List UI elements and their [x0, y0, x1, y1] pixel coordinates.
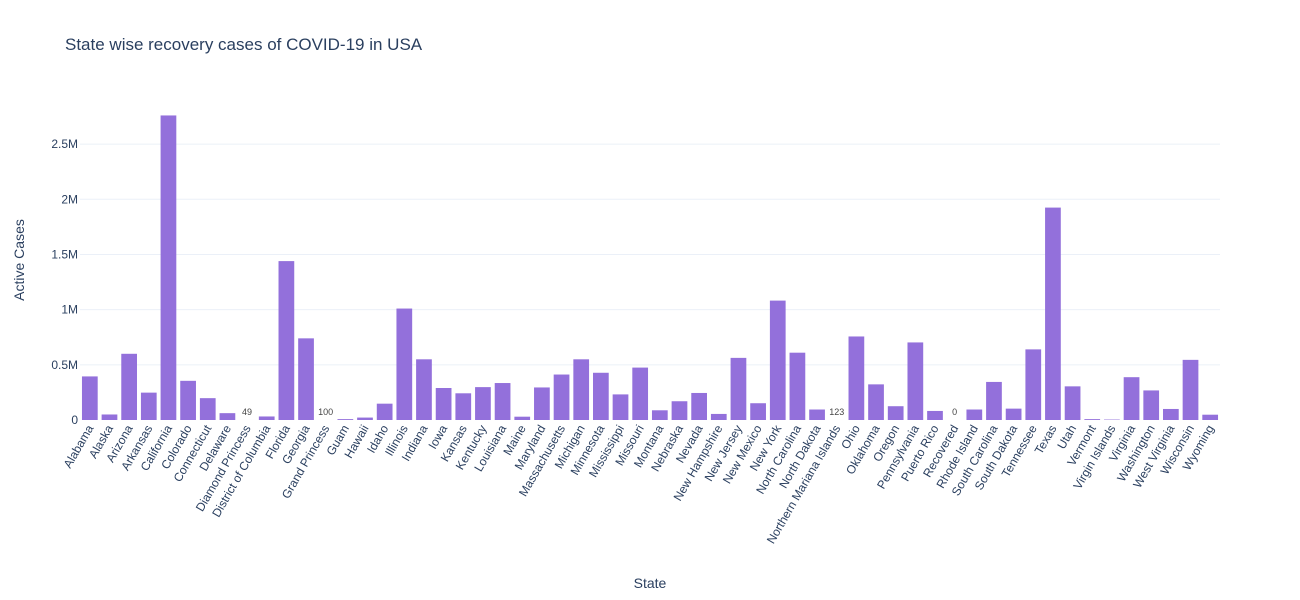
bar: [396, 308, 413, 420]
bar: [887, 406, 904, 420]
bar: [710, 413, 727, 420]
bar: [376, 403, 393, 420]
y-tick-label: 0.5M: [51, 358, 78, 372]
bar: [691, 392, 707, 420]
bar: [494, 383, 511, 420]
bar: [986, 381, 1002, 420]
bar: [1064, 386, 1081, 420]
bar: [848, 336, 865, 420]
bar: [298, 338, 314, 420]
bar: [258, 416, 275, 420]
bars: [81, 115, 1219, 420]
bar: [612, 394, 629, 420]
bar: [101, 414, 118, 420]
bar-data-label: 123: [829, 407, 844, 417]
bar: [927, 410, 943, 420]
y-tick-label: 1.5M: [51, 247, 78, 261]
bar-data-label: 0: [952, 407, 957, 417]
bar: [1045, 207, 1061, 420]
bar: [160, 115, 177, 420]
bar: [769, 300, 786, 420]
bar-data-label: 100: [318, 407, 333, 417]
y-tick-label: 2.5M: [51, 137, 78, 151]
bar: [651, 410, 668, 420]
y-tick-label: 2M: [61, 192, 78, 206]
bar: [121, 353, 137, 420]
bar-data-labels: 49 100 123 0: [242, 407, 957, 417]
bar: [1005, 408, 1022, 420]
bar: [337, 419, 354, 420]
bar: [573, 359, 590, 420]
bar: [357, 417, 373, 420]
bar: [1143, 390, 1160, 420]
bar-data-label: 49: [242, 407, 252, 417]
bar: [514, 416, 531, 420]
bar: [140, 392, 157, 420]
bar: [966, 409, 983, 420]
y-tick-label: 1M: [61, 303, 78, 317]
y-axis-title: Active Cases: [11, 219, 27, 301]
chart-title: State wise recovery cases of COVID-19 in…: [65, 35, 423, 54]
bar: [750, 403, 766, 420]
bar: [809, 409, 825, 420]
bar: [219, 413, 236, 420]
bar: [632, 367, 649, 420]
bar: [278, 261, 295, 420]
bar: [180, 380, 196, 420]
bar: [671, 401, 688, 420]
bar: [416, 359, 432, 420]
bar: [455, 393, 472, 420]
bar: [1182, 359, 1199, 420]
x-axis-title: State: [634, 575, 667, 591]
bar: [907, 342, 924, 420]
x-axis-ticks: AlabamaAlaskaArizonaArkansasCaliforniaCo…: [61, 422, 1217, 547]
bar: [435, 388, 452, 420]
y-tick-label: 0: [71, 413, 78, 427]
bar: [1202, 414, 1219, 420]
bar: [1163, 408, 1179, 420]
bar: [1025, 349, 1042, 420]
y-axis-ticks: 0 0.5M 1M 1.5M 2M 2.5M: [51, 137, 78, 427]
bar: [475, 387, 491, 420]
bar: [1084, 419, 1101, 420]
bar: [81, 376, 98, 420]
bar: [789, 352, 806, 420]
bar: [199, 398, 216, 420]
bar: [534, 387, 550, 420]
bar: [553, 374, 570, 420]
bar: [593, 372, 609, 420]
bar: [868, 384, 884, 420]
bar: [1123, 377, 1140, 420]
bar: [730, 357, 747, 420]
